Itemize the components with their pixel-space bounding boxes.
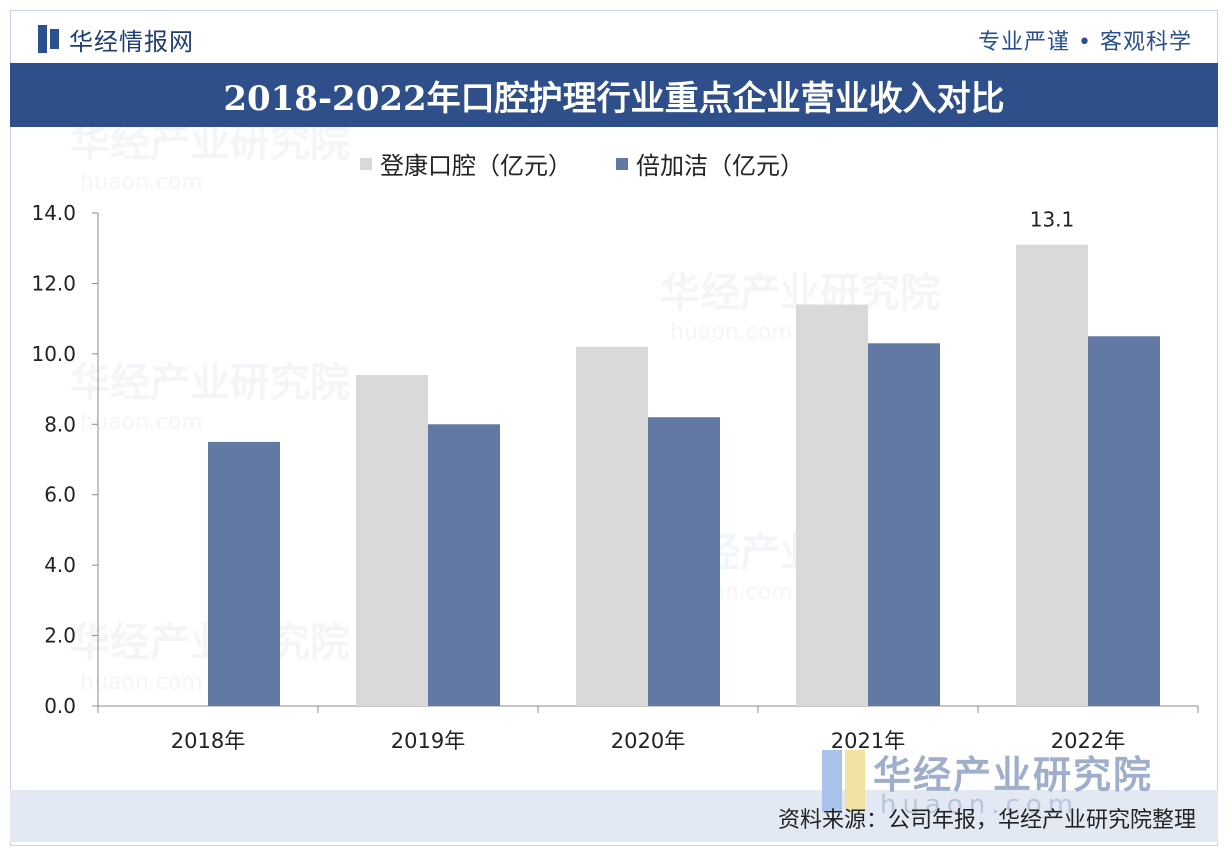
x-tick-label: 2021年	[831, 729, 905, 753]
watermark-url: huaon.com	[670, 320, 793, 345]
top-bar: 华经情报网 专业严谨 • 客观科学	[0, 0, 1232, 60]
source-note: 资料来源：公司年报，华经产业研究院整理	[777, 808, 1196, 833]
watermark-url: huaon.com	[80, 410, 203, 435]
y-tick-label: 14.0	[31, 201, 76, 225]
watermark-url: huaon.com	[80, 670, 203, 695]
bar-series-2	[1088, 336, 1160, 706]
x-tick-label: 2022年	[1051, 729, 1125, 753]
bar-series-2	[868, 343, 940, 706]
y-tick-label: 6.0	[44, 483, 76, 507]
brand-logo-icon	[822, 750, 865, 812]
bar-series-1	[796, 304, 868, 706]
y-tick-label: 4.0	[44, 553, 76, 577]
logo-icon	[38, 25, 59, 53]
bar-series-1	[356, 374, 428, 706]
y-tick-label: 10.0	[31, 342, 76, 366]
title-banner: 2018-2022年口腔护理行业重点企业营业收入对比	[10, 63, 1218, 127]
brand-url: huaon.com	[880, 790, 1080, 820]
chart-title: 2018-2022年口腔护理行业重点企业营业收入对比	[223, 78, 1005, 119]
legend-label: 登康口腔（亿元）	[380, 152, 572, 180]
logo: 华经情报网	[38, 23, 194, 56]
bar-series-1	[1016, 244, 1088, 706]
x-tick-label: 2018年	[171, 729, 245, 753]
brand-name: 华经产业研究院	[873, 753, 1154, 797]
x-tick-label: 2019年	[391, 729, 465, 753]
data-label: 13.1	[1030, 208, 1075, 232]
brand-watermark: 华经产业研究院	[822, 744, 1153, 812]
logo-text: 华经情报网	[69, 27, 194, 56]
legend-label: 倍加洁（亿元）	[636, 152, 804, 180]
bar-series-1	[576, 346, 648, 706]
bar-series-2	[208, 441, 280, 706]
y-tick-label: 8.0	[44, 412, 76, 436]
bar-series-2	[648, 417, 720, 706]
legend-swatch	[360, 157, 372, 170]
legend-swatch	[616, 157, 628, 170]
y-tick-label: 0.0	[44, 694, 76, 718]
x-tick-label: 2020年	[611, 729, 685, 753]
legend: 登康口腔（亿元） 倍加洁（亿元）	[360, 146, 804, 181]
bar-series-2	[428, 424, 500, 706]
watermark-url: huaon.com	[80, 170, 203, 195]
motto: 专业严谨 • 客观科学	[978, 30, 1192, 55]
legend-item-series-1: 登康口腔（亿元）	[360, 146, 572, 181]
legend-item-series-2: 倍加洁（亿元）	[616, 146, 804, 181]
footer-band	[10, 790, 1218, 842]
y-tick-label: 12.0	[31, 271, 76, 295]
y-tick-label: 2.0	[44, 624, 76, 648]
